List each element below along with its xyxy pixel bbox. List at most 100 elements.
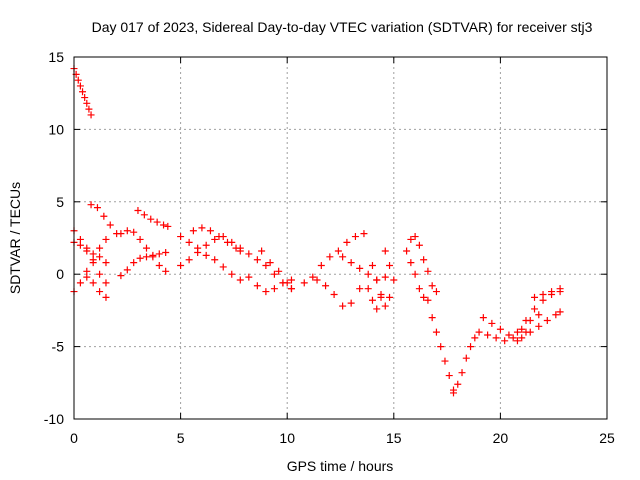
data-point	[266, 259, 274, 267]
data-point	[313, 276, 321, 284]
data-point	[155, 250, 163, 258]
data-point	[236, 244, 244, 252]
data-point	[123, 227, 131, 235]
data-point	[85, 105, 93, 113]
data-point	[283, 279, 291, 287]
y-axis-ticks: -10 -5 0 5 10 15	[44, 49, 607, 427]
x-tick-label: 20	[493, 430, 509, 446]
data-point	[162, 248, 170, 256]
series-track-aa	[484, 311, 543, 345]
data-point	[211, 256, 219, 264]
series-track-a	[70, 65, 95, 119]
data-point	[140, 211, 148, 219]
data-point	[496, 325, 504, 333]
series-track-j	[177, 233, 244, 284]
data-point	[160, 221, 168, 229]
data-point	[185, 256, 193, 264]
data-point	[164, 222, 172, 230]
series-track-q	[313, 276, 364, 310]
series-track-s	[368, 262, 394, 310]
series-track-n	[245, 273, 295, 296]
x-tick-label: 5	[177, 430, 185, 446]
series-track-v	[403, 247, 432, 304]
data-point	[428, 314, 436, 322]
data-point	[89, 256, 97, 264]
chart-title: Day 017 of 2023, Sidereal Day-to-day VTE…	[92, 19, 593, 35]
series-track-u	[381, 247, 398, 284]
series-track-h	[117, 227, 170, 275]
data-point	[368, 262, 376, 270]
series-track-w	[407, 233, 440, 296]
data-point	[411, 233, 419, 241]
data-point	[153, 218, 161, 226]
data-point	[386, 262, 394, 270]
data-point	[445, 372, 453, 380]
data-point	[76, 279, 84, 287]
data-point	[89, 279, 97, 287]
y-axis-label: SDTVAR / TECUs	[7, 182, 23, 294]
series-track-r	[339, 253, 381, 284]
data-point	[432, 288, 440, 296]
data-point	[449, 389, 457, 397]
data-point	[522, 317, 530, 325]
data-point	[462, 354, 470, 362]
series-track-p	[300, 230, 368, 287]
data-point	[162, 267, 170, 275]
data-point	[206, 227, 214, 235]
data-point	[437, 343, 445, 351]
y-tick-label: -10	[44, 411, 64, 427]
data-point	[415, 241, 423, 249]
series-track-y	[449, 328, 483, 397]
data-point	[364, 285, 372, 293]
data-point	[102, 259, 110, 267]
data-point	[147, 215, 155, 223]
data-point	[373, 276, 381, 284]
data-point	[501, 337, 509, 345]
data-point	[262, 262, 270, 270]
data-point	[552, 311, 560, 319]
y-tick-label: 0	[56, 266, 64, 282]
data-point	[411, 270, 419, 278]
data-point	[509, 334, 517, 342]
data-point	[136, 254, 144, 262]
data-point	[96, 244, 104, 252]
data-point	[441, 357, 449, 365]
x-tick-label: 0	[70, 430, 78, 446]
data-point	[83, 244, 91, 252]
data-point	[309, 273, 317, 281]
data-point	[326, 253, 334, 261]
data-point	[149, 253, 157, 261]
data-point	[428, 282, 436, 290]
data-point	[424, 296, 432, 304]
data-point	[420, 256, 428, 264]
data-point	[202, 241, 210, 249]
data-point	[368, 296, 376, 304]
data-point	[535, 322, 543, 330]
data-point	[130, 228, 138, 236]
data-point	[475, 328, 483, 336]
series-track-o	[258, 247, 295, 293]
series-track-l	[189, 224, 240, 252]
data-point	[228, 270, 236, 278]
data-point	[253, 282, 261, 290]
data-point	[420, 293, 428, 301]
y-tick-label: 10	[48, 121, 64, 137]
data-point	[142, 253, 150, 261]
data-point	[245, 273, 253, 281]
data-point	[136, 235, 144, 243]
data-point	[360, 230, 368, 238]
data-point	[83, 273, 91, 281]
data-point	[117, 272, 125, 280]
data-point	[513, 337, 521, 345]
data-points	[70, 65, 564, 397]
data-point	[407, 259, 415, 267]
series-track-d	[70, 235, 110, 296]
data-point	[76, 82, 84, 90]
data-point	[262, 288, 270, 296]
series-track-z	[479, 314, 530, 345]
data-point	[96, 288, 104, 296]
y-tick-label: 15	[48, 49, 64, 65]
data-point	[102, 279, 110, 287]
plot-frame	[73, 56, 608, 420]
